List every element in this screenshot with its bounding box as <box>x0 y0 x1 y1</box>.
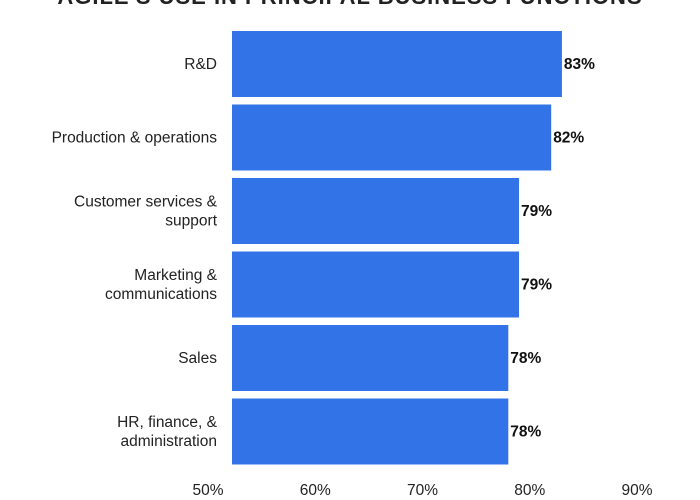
category-label: R&D <box>184 56 217 73</box>
bar <box>232 325 509 391</box>
value-label: 79% <box>521 203 552 220</box>
x-tick-label: 90% <box>621 482 652 499</box>
value-labels: 83% 82% 79% 79% 78% 78% <box>510 56 595 441</box>
bars-group <box>232 31 562 465</box>
value-label: 78% <box>510 424 541 441</box>
chart-title: AGILE'S USE IN PRINCIPAL BUSINESS FUNCTI… <box>0 0 700 10</box>
x-axis-ticks: 50% 60% 70% 80% 90% <box>192 482 652 499</box>
x-tick-label: 80% <box>514 482 545 499</box>
x-tick-label: 50% <box>192 482 223 499</box>
category-label: Customer services & <box>74 194 218 211</box>
x-tick-label: 60% <box>300 482 331 499</box>
category-label: Production & operations <box>52 130 218 147</box>
x-tick-label: 70% <box>407 482 438 499</box>
value-label: 78% <box>510 350 541 367</box>
value-label: 79% <box>521 277 552 294</box>
bar <box>232 104 552 171</box>
category-label: administration <box>121 433 218 450</box>
bar <box>232 178 520 244</box>
category-label: HR, finance, & <box>117 414 218 431</box>
category-label: support <box>165 213 217 230</box>
category-label: communications <box>105 286 217 303</box>
bar <box>232 251 520 318</box>
category-label: Marketing & <box>134 267 217 284</box>
value-label: 82% <box>553 130 584 147</box>
value-label: 83% <box>564 56 595 73</box>
category-label: Sales <box>178 350 217 367</box>
bar <box>232 31 562 97</box>
bar <box>232 398 509 465</box>
category-labels: R&D Production & operations Customer servi… <box>52 56 218 450</box>
